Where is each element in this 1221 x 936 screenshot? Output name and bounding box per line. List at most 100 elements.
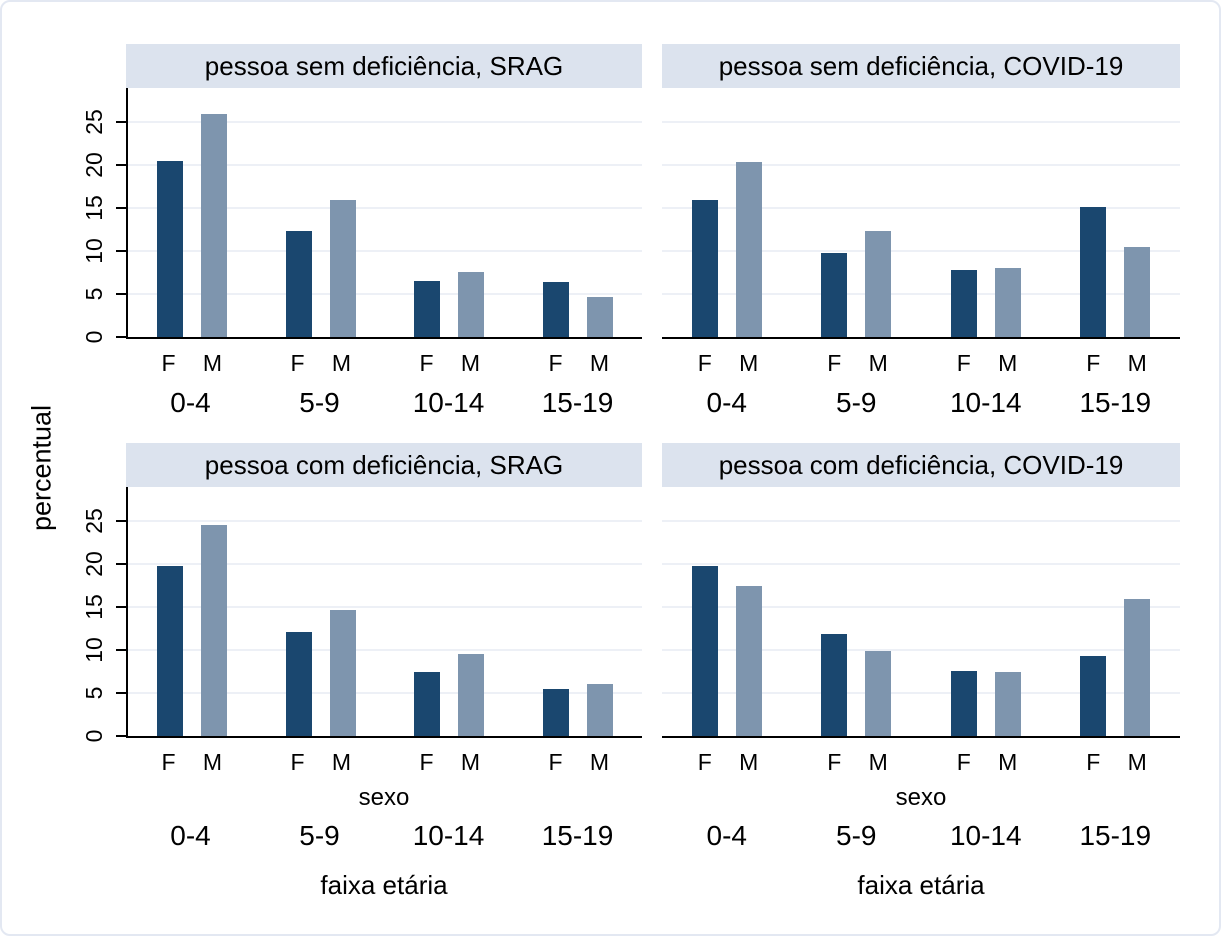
bar-group-15-19 <box>514 487 643 736</box>
bar-groups <box>128 487 642 736</box>
age-group-label: 15-19 <box>541 820 614 851</box>
bar-m-5-9 <box>865 230 892 337</box>
gridline <box>662 520 1180 523</box>
y-tick-label: 0 <box>81 330 107 344</box>
gridline <box>128 293 642 296</box>
y-axis-tick <box>116 293 126 296</box>
sex-tick-label: M <box>739 350 759 376</box>
bar-m-10-14 <box>458 271 485 337</box>
sex-tick-label: M <box>868 749 888 775</box>
bar-group-15-19 <box>1051 88 1181 337</box>
y-axis-title: percentual <box>26 404 57 532</box>
age-group-label: 0-4 <box>170 387 211 418</box>
age-group-label: 15-19 <box>1079 820 1152 851</box>
y-tick-label: 15 <box>81 594 107 621</box>
y-axis-tick <box>116 692 126 695</box>
sex-tick-label: M <box>202 749 223 775</box>
sex-tick-label: M <box>331 749 352 775</box>
y-tick-label: 25 <box>81 508 107 535</box>
bar-m-0-4 <box>735 161 762 337</box>
gridline <box>662 164 1180 167</box>
bar-group-10-14 <box>921 88 1051 337</box>
bar-group-0-4 <box>128 88 257 337</box>
y-tick-label: 5 <box>81 287 107 301</box>
bar-m-15-19 <box>586 296 613 337</box>
gridline <box>662 606 1180 609</box>
gridline <box>128 121 642 124</box>
sex-tick-label: F <box>290 749 305 775</box>
bar-f-15-19 <box>542 688 569 736</box>
sex-tick-label: M <box>868 350 888 376</box>
age-group-label: 0-4 <box>170 820 211 851</box>
bar-m-15-19 <box>1124 246 1151 337</box>
gridline <box>662 121 1180 124</box>
bar-m-5-9 <box>865 651 892 736</box>
panel-grid: pessoa sem deficiência, SRAG 0 5 10 15 20 25 … <box>61 44 1219 901</box>
panel-sem-deficiencia-srag: pessoa sem deficiência, SRAG 0 5 10 15 20 25 … <box>61 44 642 443</box>
sex-tick-label: F <box>161 350 176 376</box>
gridline <box>128 606 642 609</box>
y-axis-tick <box>116 520 126 523</box>
bar-f-5-9 <box>821 252 848 337</box>
bar-m-15-19 <box>586 683 613 736</box>
sex-tick-label: F <box>548 350 563 376</box>
sex-tick-label: M <box>1127 749 1147 775</box>
sex-tick-label: F <box>697 749 712 775</box>
age-group-labels: 0-4 5-9 10-14 15-19 <box>662 387 1180 419</box>
bar-groups <box>128 88 642 337</box>
gridline <box>128 563 642 566</box>
bar-f-10-14 <box>950 670 977 736</box>
bar-f-15-19 <box>1080 656 1107 736</box>
x-axis-title-faixa-etaria: faixa etária <box>320 870 448 900</box>
bar-group-0-4 <box>128 487 257 736</box>
y-tick-label: 0 <box>81 729 107 743</box>
y-tick-label: 20 <box>81 152 107 179</box>
bar-f-15-19 <box>542 282 569 337</box>
y-axis-tick <box>116 563 126 566</box>
bar-f-0-4 <box>157 566 184 736</box>
bar-m-5-9 <box>329 199 356 337</box>
bar-f-0-4 <box>691 566 718 736</box>
gridline <box>128 692 642 695</box>
gridline <box>128 250 642 253</box>
panel-title: pessoa sem deficiência, SRAG <box>126 44 642 88</box>
y-tick-label: 10 <box>81 238 107 264</box>
y-tick-label: 5 <box>81 686 107 700</box>
sex-tick-label: F <box>1086 749 1101 775</box>
gridline <box>662 563 1180 566</box>
plot-area: 0 5 10 15 20 25 <box>81 487 642 742</box>
sex-tick-label: F <box>290 350 305 376</box>
bar-group-5-9 <box>257 487 386 736</box>
bar-f-5-9 <box>285 230 312 337</box>
plot-area <box>662 88 1180 339</box>
age-group-label: 5-9 <box>836 387 877 418</box>
sex-tick-label: F <box>161 749 176 775</box>
sex-tick-label: F <box>419 350 434 376</box>
bar-groups <box>662 88 1180 337</box>
bar-m-0-4 <box>201 113 228 337</box>
sex-tick-label: M <box>589 749 610 775</box>
y-axis-tick <box>116 336 126 338</box>
sex-tick-label: M <box>998 350 1018 376</box>
sex-tick-label: F <box>419 749 434 775</box>
age-group-label: 10-14 <box>949 387 1022 418</box>
gridline <box>662 293 1180 296</box>
gridline <box>128 520 642 523</box>
y-axis-tick <box>116 164 126 167</box>
y-tick-label: 25 <box>81 109 107 136</box>
y-axis-tick <box>116 207 126 210</box>
sex-tick-label: M <box>331 350 352 376</box>
bar-group-15-19 <box>514 88 643 337</box>
sex-tick-label: F <box>827 350 842 376</box>
bar-m-15-19 <box>1124 598 1151 736</box>
bar-m-0-4 <box>201 524 228 736</box>
bar-groups <box>662 487 1180 736</box>
